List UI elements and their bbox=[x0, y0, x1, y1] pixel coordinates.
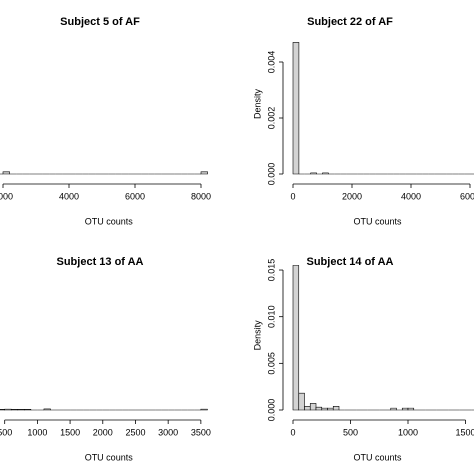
y-tick-label: 0.004 bbox=[266, 51, 276, 74]
chart-title: Subject 14 of AA bbox=[307, 256, 394, 268]
y-tick-label: 0.010 bbox=[266, 305, 276, 328]
bar bbox=[200, 171, 208, 175]
bar bbox=[322, 172, 329, 175]
x-tick-label: 2500 bbox=[125, 427, 145, 437]
x-tick-label: 2000 bbox=[342, 191, 362, 201]
x-tick-label: 1500 bbox=[455, 427, 474, 437]
x-tick-label: 3500 bbox=[191, 427, 211, 437]
x-axis-label: OTU counts bbox=[85, 452, 134, 462]
x-tick-label: 2000 bbox=[93, 427, 113, 437]
bar bbox=[407, 407, 415, 411]
bar bbox=[309, 403, 317, 411]
x-tick-label: 1500 bbox=[60, 427, 80, 437]
x-tick-label: 8000 bbox=[191, 191, 211, 201]
y-axis-label: Density bbox=[252, 88, 262, 119]
y-tick-label: 0.002 bbox=[266, 107, 276, 130]
x-tick-label: 500 bbox=[343, 427, 358, 437]
x-tick-label: 0 bbox=[290, 427, 295, 437]
x-tick-label: 0 bbox=[290, 191, 295, 201]
chart-title: Subject 22 of AF bbox=[307, 16, 393, 28]
y-tick-label: 0.015 bbox=[266, 259, 276, 282]
x-tick-label: 6000 bbox=[460, 191, 474, 201]
bar bbox=[43, 408, 51, 411]
y-tick-label: 0.000 bbox=[266, 399, 276, 422]
bar bbox=[4, 408, 12, 411]
bar bbox=[298, 392, 305, 411]
x-tick-label: 4000 bbox=[401, 191, 421, 201]
y-tick-label: 0.000 bbox=[266, 163, 276, 186]
bar bbox=[10, 409, 19, 411]
x-tick-label: 2000 bbox=[0, 191, 13, 201]
chart-title: Subject 13 of AA bbox=[57, 256, 144, 268]
y-axis-label: Density bbox=[252, 320, 262, 351]
bar bbox=[401, 407, 409, 411]
bar bbox=[24, 409, 32, 411]
bar bbox=[327, 407, 334, 411]
bar bbox=[200, 408, 208, 411]
x-tick-label: 3000 bbox=[158, 427, 178, 437]
bar bbox=[2, 171, 10, 175]
x-tick-label: 500 bbox=[0, 427, 12, 437]
bar bbox=[17, 409, 25, 411]
bar bbox=[0, 409, 5, 411]
chart-title: Subject 5 of AF bbox=[60, 16, 140, 28]
x-axis-label: OTU counts bbox=[353, 452, 402, 462]
bar bbox=[315, 406, 323, 411]
x-tick-label: 4000 bbox=[59, 191, 79, 201]
bar bbox=[390, 407, 397, 411]
bar bbox=[332, 405, 340, 411]
bar bbox=[304, 405, 311, 411]
x-tick-label: 1000 bbox=[27, 427, 47, 437]
bar bbox=[310, 172, 317, 175]
x-axis-label: OTU counts bbox=[85, 216, 134, 226]
x-axis-label: OTU counts bbox=[353, 216, 402, 226]
bar bbox=[321, 407, 328, 411]
y-tick-label: 0.005 bbox=[266, 352, 276, 375]
bar bbox=[292, 265, 300, 411]
x-tick-label: 1000 bbox=[398, 427, 418, 437]
bar bbox=[292, 42, 300, 175]
x-tick-label: 6000 bbox=[125, 191, 145, 201]
